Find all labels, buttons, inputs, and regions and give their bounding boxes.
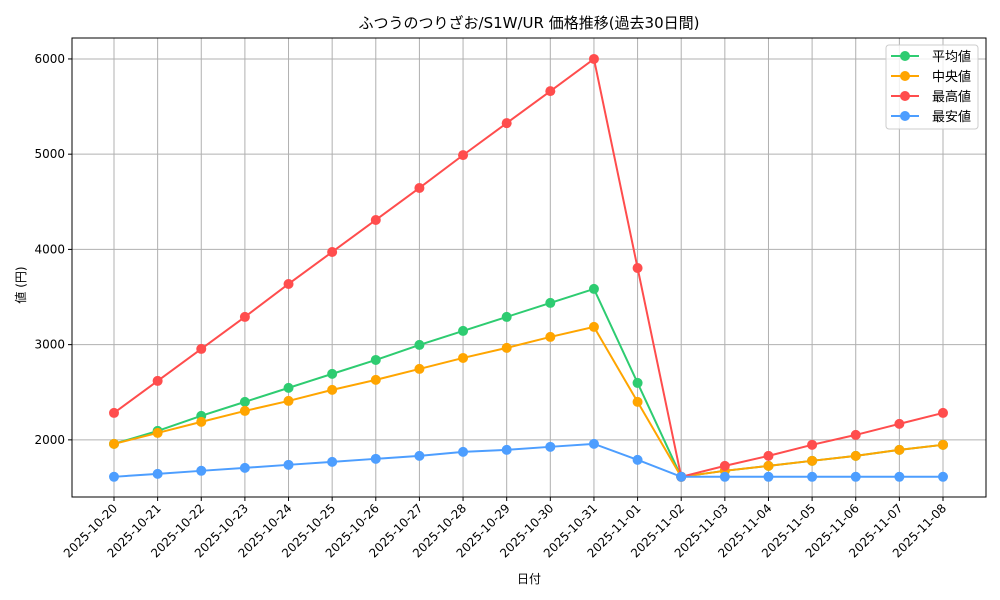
data-point [283, 459, 294, 470]
legend-swatch-marker [900, 111, 910, 121]
data-point [239, 405, 250, 416]
data-point [850, 429, 861, 440]
data-point [850, 471, 861, 482]
data-point [458, 352, 469, 363]
data-point [938, 471, 948, 482]
data-point [196, 416, 207, 427]
data-point [239, 311, 250, 322]
series-group [109, 53, 948, 482]
legend-label: 中央値 [932, 69, 971, 85]
data-point [501, 444, 512, 455]
data-point [807, 471, 818, 482]
data-point [938, 439, 948, 450]
data-point [719, 460, 730, 471]
y-tick-label: 5000 [34, 147, 65, 161]
legend-swatch-marker [900, 91, 910, 101]
data-point [807, 455, 818, 466]
y-tick-label: 4000 [34, 242, 65, 256]
data-point [676, 471, 687, 482]
data-point [588, 438, 599, 449]
data-point [370, 214, 381, 225]
data-point [588, 321, 599, 332]
y-axis-label: 値 (円) [13, 266, 28, 303]
data-point [763, 460, 774, 471]
legend-label: 最安値 [932, 109, 971, 125]
y-tick-label: 2000 [34, 433, 65, 447]
series-line [113, 442, 943, 478]
data-point [414, 450, 425, 461]
data-point [152, 427, 163, 438]
plot-frame [71, 37, 987, 498]
data-point [938, 407, 948, 418]
data-point [196, 465, 207, 476]
data-point [588, 53, 599, 64]
x-axis-label: 日付 [517, 572, 541, 586]
data-point [501, 118, 512, 129]
y-tick-label: 6000 [34, 52, 65, 66]
legend-label: 平均値 [932, 49, 971, 65]
data-point [545, 297, 556, 308]
data-point [370, 453, 381, 464]
data-point [894, 418, 905, 429]
series-line [113, 325, 944, 478]
data-point [545, 331, 556, 342]
legend-label: 最高値 [932, 89, 971, 105]
data-point [109, 471, 119, 482]
data-point [283, 382, 294, 393]
data-point [327, 246, 338, 257]
data-point [632, 454, 643, 465]
legend-swatch-marker [900, 51, 910, 61]
data-point [763, 471, 774, 482]
chart-title: ふつうのつりざお/S1W/UR 価格推移(過去30日間) [359, 14, 700, 32]
data-point [458, 325, 469, 336]
data-point [239, 396, 250, 407]
data-point [545, 441, 556, 452]
data-point [283, 278, 294, 289]
data-point [588, 283, 599, 294]
data-point [501, 311, 512, 322]
data-point [414, 182, 425, 193]
data-point [327, 384, 338, 395]
data-point [196, 343, 207, 354]
data-point [719, 471, 730, 482]
data-point [632, 396, 643, 407]
data-point [894, 444, 905, 455]
data-point [414, 363, 425, 374]
data-point [501, 342, 512, 353]
data-point [458, 150, 469, 161]
legend-swatch-marker [900, 71, 910, 81]
data-point [327, 368, 338, 379]
data-point [458, 446, 469, 457]
legend-box [885, 44, 979, 130]
data-point [850, 450, 861, 461]
data-point [763, 450, 774, 461]
data-point [283, 395, 294, 406]
data-point [414, 339, 425, 350]
data-point [109, 407, 119, 418]
data-point [327, 456, 338, 467]
data-point [632, 377, 643, 388]
data-point [894, 471, 905, 482]
data-point [152, 375, 163, 386]
y-tick-label: 3000 [34, 338, 65, 352]
series-line [113, 57, 944, 479]
data-point [807, 439, 818, 450]
data-point [239, 462, 250, 473]
data-point [152, 468, 163, 479]
data-point [545, 86, 556, 97]
data-point [632, 262, 643, 273]
data-point [109, 438, 119, 449]
data-point [370, 374, 381, 385]
data-point [370, 354, 381, 365]
